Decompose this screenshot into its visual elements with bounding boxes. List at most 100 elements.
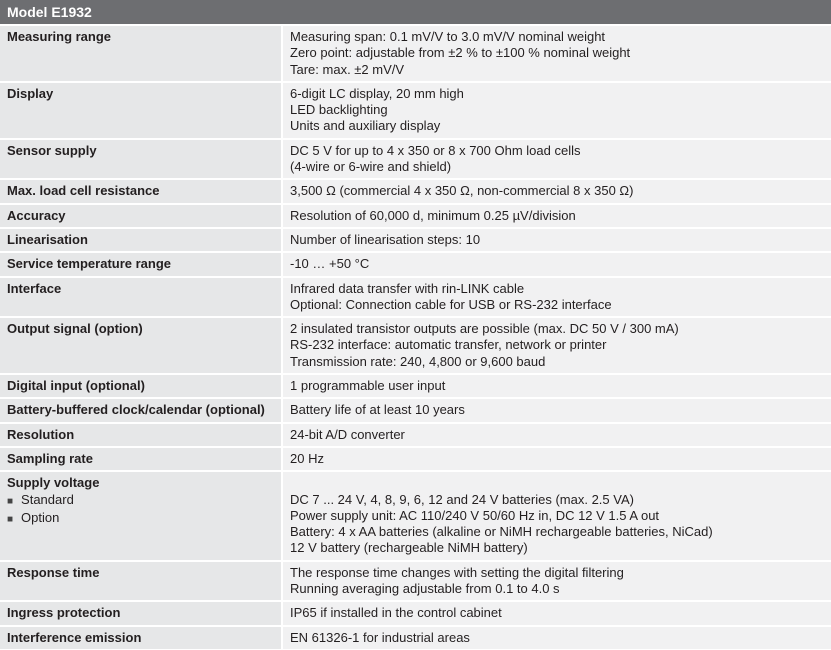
table-header: Model E1932 [0,0,831,24]
row-label-cell: Interface [0,277,281,317]
row-label: Display [7,85,54,101]
spec-row: Digital input (optional) 1 programmable u… [0,375,831,398]
spec-row: Max. load cell resistance 3,500 Ω (commer… [0,180,831,203]
row-value-cell: 3,500 Ω (commercial 4 x 350 Ω, non-comme… [283,180,831,203]
spec-table: Measuring range Measuring span: 0.1 mV/V … [0,26,831,649]
row-value-cell: IP65 if installed in the control cabinet [283,602,831,625]
row-label-cell: Digital input (optional) [0,375,281,398]
row-label: Sampling rate [7,450,93,466]
row-value-cell: DC 7 ... 24 V, 4, 8, 9, 6, 12 and 24 V b… [283,472,831,560]
row-label-cell: Max. load cell resistance [0,180,281,203]
row-value-cell: EN 61326-1 for industrial areas [283,626,831,649]
row-label: Digital input (optional) [7,378,145,394]
value-line: Power supply unit: AC 110/240 V 50/60 Hz… [290,507,660,523]
spec-row: Sampling rate 20 Hz [0,447,831,471]
value-line: LED backlighting [290,102,388,118]
value-line: 20 Hz [290,450,324,466]
row-label: Ingress protection [7,605,121,621]
value-line: Optional: Connection cable for USB or RS… [290,296,612,312]
row-label: Linearisation [7,231,88,247]
row-value-cell: Number of linearisation steps: 10 [283,228,831,252]
row-value-cell: 2 insulated transistor outputs are possi… [283,318,831,374]
row-label-cell: Display [0,82,281,138]
row-value-cell: -10 … +50 °C [283,253,831,276]
row-value-cell: DC 5 V for up to 4 x 350 or 8 x 700 Ohm … [283,139,831,179]
row-label-cell: Battery-buffered clock/calendar (optiona… [0,399,281,422]
spec-row: Output signal (option) 2 insulated transi… [0,318,831,374]
row-label-cell: Output signal (option) [0,318,281,374]
row-label: Response time [7,564,100,580]
row-label: Output signal (option) [7,321,143,337]
value-line: EN 61326-1 for industrial areas [290,629,470,645]
value-line: Resolution of 60,000 d, minimum 0.25 µV/… [290,207,576,223]
spec-row: Response time The response time changes w… [0,561,831,601]
value-line: 24-bit A/D converter [290,426,405,442]
row-value-cell: 6-digit LC display, 20 mm high LED backli… [283,82,831,138]
value-line: 6-digit LC display, 20 mm high [290,85,464,101]
value-line: Tare: max. ±2 mV/V [290,61,405,77]
row-label-cell: Sampling rate [0,447,281,471]
value-line: Battery: 4 x AA batteries (alkaline or N… [290,524,713,540]
row-value-cell: Measuring span: 0.1 mV/V to 3.0 mV/V nom… [283,26,831,81]
value-line: Measuring span: 0.1 mV/V to 3.0 mV/V nom… [290,29,606,44]
row-label: Supply voltage [7,475,100,491]
value-line: Zero point: adjustable from ±2 % to ±100… [290,45,631,61]
row-label: Interface [7,280,62,296]
value-line: 2 insulated transistor outputs are possi… [290,321,679,337]
spec-row: Ingress protection IP65 if installed in t… [0,602,831,625]
row-label: Sensor supply [7,142,97,158]
row-label-cell: Resolution [0,423,281,446]
row-value-cell: 1 programmable user input [283,375,831,398]
sub-item: Option [7,510,274,528]
spec-row: Interference emission EN 61326-1 for indu… [0,626,831,649]
row-label-cell: Service temperature range [0,253,281,276]
row-label-cell: Measuring range [0,26,281,81]
spec-row: Display 6-digit LC display, 20 mm high LED… [0,82,831,138]
spec-row: Measuring range Measuring span: 0.1 mV/V … [0,26,831,81]
row-value-cell: The response time changes with setting t… [283,561,831,601]
value-line: 3,500 Ω (commercial 4 x 350 Ω, non-comme… [290,183,634,199]
row-label-cell: Ingress protection [0,602,281,625]
row-label-cell: Interference emission [0,626,281,649]
row-label: Interference emission [7,629,142,645]
value-line: (4-wire or 6-wire and shield) [290,159,452,175]
row-label: Resolution [7,426,75,442]
value-line: Number of linearisation steps: 10 [290,231,481,247]
row-label: Measuring range [7,29,112,44]
value-line: IP65 if installed in the control cabinet [290,605,502,621]
value-line: -10 … +50 °C [290,256,370,272]
row-label-cell: Supply voltageStandardOption [0,472,281,560]
value-line: Transmission rate: 240, 4,800 or 9,600 b… [290,353,546,369]
spec-row: Supply voltageStandardOption DC 7 ... 24 … [0,472,831,560]
spec-row: Accuracy Resolution of 60,000 d, minimum … [0,204,831,227]
spec-row: Resolution 24-bit A/D converter [0,423,831,446]
value-line: Battery life of at least 10 years [290,402,465,418]
row-label-cell: Response time [0,561,281,601]
spec-row: Battery-buffered clock/calendar (optiona… [0,399,831,422]
value-line: Running averaging adjustable from 0.1 to… [290,581,560,597]
row-label-cell: Linearisation [0,228,281,252]
row-value-cell: Infrared data transfer with rin-LINK cab… [283,277,831,317]
spec-row: Interface Infrared data transfer with rin… [0,277,831,317]
value-line: 12 V battery (rechargeable NiMH battery) [290,540,528,556]
row-label-cell: Accuracy [0,204,281,227]
row-label: Battery-buffered clock/calendar (optiona… [7,402,265,418]
value-line: 1 programmable user input [290,378,446,394]
value-line: DC 5 V for up to 4 x 350 or 8 x 700 Ohm … [290,142,581,158]
row-label-cell: Sensor supply [0,139,281,179]
spec-row: Sensor supply DC 5 V for up to 4 x 350 or… [0,139,831,179]
sub-item: Standard [7,492,274,510]
row-value-cell: 24-bit A/D converter [283,423,831,446]
row-value-cell: Battery life of at least 10 years [283,399,831,422]
row-value-cell: 20 Hz [283,447,831,471]
spec-row: Service temperature range -10 … +50 °C [0,253,831,276]
row-label: Max. load cell resistance [7,183,160,199]
row-label: Service temperature range [7,256,172,272]
row-value-cell: Resolution of 60,000 d, minimum 0.25 µV/… [283,204,831,227]
value-line: Units and auxiliary display [290,118,441,134]
value-line: Infrared data transfer with rin-LINK cab… [290,280,525,296]
value-line: DC 7 ... 24 V, 4, 8, 9, 6, 12 and 24 V b… [290,491,634,507]
value-line: The response time changes with setting t… [290,564,624,580]
spec-row: Linearisation Number of linearisation ste… [0,228,831,252]
